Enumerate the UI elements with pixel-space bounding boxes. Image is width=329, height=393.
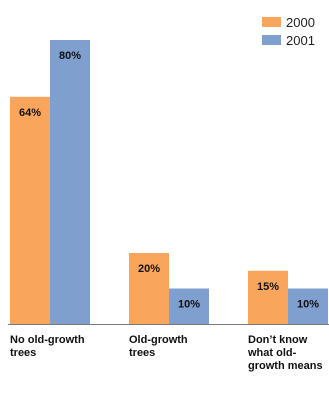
category-label-3-line-3: growth means (248, 360, 323, 372)
legend: 2000 2001 (262, 15, 315, 48)
value-label-2000-cat3: 15% (257, 281, 279, 293)
category-label-3-line-1: Don’t know (248, 334, 308, 346)
value-label-2000-cat2: 20% (138, 263, 160, 275)
legend-swatch-2000 (262, 17, 281, 27)
category-label-2-line-1: Old-growth (129, 334, 188, 346)
bar-2001-cat3 (288, 288, 328, 324)
category-label-2-line-2: trees (129, 347, 155, 359)
category-label-1-line-2: trees (10, 347, 36, 359)
value-label-2000-cat1: 64% (19, 107, 41, 119)
legend-label-2001: 2001 (286, 33, 315, 48)
category-label-3-line-2: what old- (247, 347, 297, 359)
value-label-2001-cat1: 80% (59, 50, 81, 62)
legend-swatch-2001 (262, 35, 281, 45)
bar-2000-cat1 (10, 96, 50, 324)
category-label-1-line-1: No old-growth (10, 334, 85, 346)
legend-label-2000: 2000 (286, 15, 315, 30)
value-label-2001-cat3: 10% (297, 299, 319, 311)
bar-2001-cat2 (169, 288, 209, 324)
value-labels-group: 64% 20% 15% 80% 10% 10% (19, 50, 319, 311)
bar-2000-cat3 (248, 270, 288, 324)
value-label-2001-cat2: 10% (178, 299, 200, 311)
bars-group (10, 40, 328, 324)
bar-2001-cat1 (50, 40, 90, 324)
bar-2000-cat2 (129, 253, 169, 324)
